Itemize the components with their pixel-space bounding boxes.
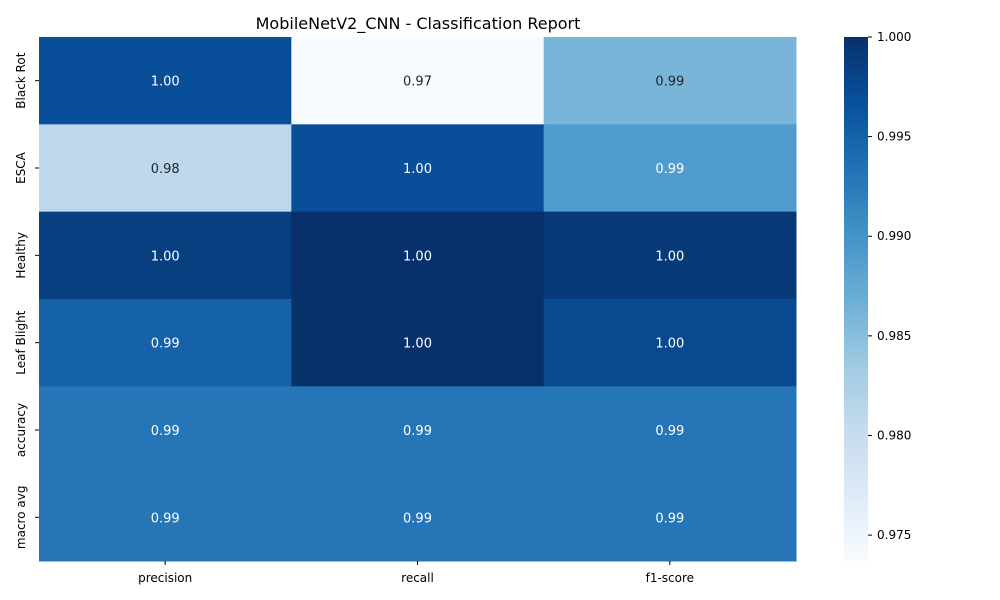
cell-annotation: 0.97 — [403, 75, 432, 90]
cell-annotation: 1.00 — [403, 162, 432, 177]
y-tick-label: Healthy — [14, 232, 28, 279]
cell-annotation: 0.98 — [151, 162, 180, 177]
y-axis: Black Rot ESCA Healthy Leaf Blight accuracy m… — [14, 52, 39, 549]
heatmap-cell — [39, 386, 292, 475]
heatmap-cell — [291, 124, 545, 213]
cell-annotation: 0.99 — [403, 424, 432, 439]
heatmap-cell — [39, 299, 292, 387]
heatmap-cell — [291, 473, 545, 562]
heatmap-cell — [543, 124, 797, 213]
cell-annotation: 0.99 — [151, 511, 180, 526]
cell-annotation: 0.99 — [403, 511, 432, 526]
colorbar-tick-label: 0.995 — [877, 130, 911, 144]
y-tick-label: accuracy — [14, 403, 28, 457]
x-tick-label: precision — [138, 571, 192, 585]
cell-annotation: 1.00 — [151, 249, 180, 264]
colorbar-axis: 0.975 0.980 0.985 0.990 0.995 1.000 — [868, 30, 911, 542]
heatmap-cell — [291, 386, 545, 475]
colorbar-tick-label: 0.990 — [877, 229, 911, 243]
y-tick-label: Black Rot — [14, 52, 28, 108]
x-tick-label: f1-score — [646, 571, 694, 585]
chart-title: MobileNetV2_CNN - Classification Report — [256, 14, 581, 34]
colorbar-tick-label: 0.980 — [877, 428, 911, 442]
y-tick-label: macro avg — [14, 486, 28, 550]
heatmap-cell — [291, 37, 545, 125]
cell-annotation: 0.99 — [655, 75, 684, 90]
heatmap-cell — [291, 211, 545, 300]
heatmap-cell — [39, 211, 292, 300]
cell-annotation: 0.99 — [655, 424, 684, 439]
heatmap-cell — [39, 37, 292, 125]
x-axis: precision recall f1-score — [138, 561, 694, 585]
heatmap-cell — [291, 299, 545, 387]
colorbar-tick-label: 0.975 — [877, 528, 911, 542]
cell-annotation: 0.99 — [151, 424, 180, 439]
heatmap-cell — [543, 211, 797, 300]
cell-annotation: 0.99 — [655, 511, 684, 526]
colorbar-tick-label: 0.985 — [877, 329, 911, 343]
cell-annotation: 0.99 — [151, 337, 180, 352]
heatmap-cell — [39, 473, 292, 562]
cell-annotation: 1.00 — [403, 337, 432, 352]
heatmap-cell — [39, 124, 292, 213]
cell-annotation: 1.00 — [655, 249, 684, 264]
y-tick-label: Leaf Blight — [14, 310, 28, 374]
cell-annotation: 1.00 — [655, 337, 684, 352]
heatmap-annotations: 1.00 0.97 0.99 0.98 1.00 0.99 1.00 1.00 1.00 0.99… — [151, 75, 685, 527]
heatmap-cell — [543, 386, 797, 475]
x-tick-label: recall — [401, 571, 434, 585]
cell-annotation: 1.00 — [403, 249, 432, 264]
heatmap-cell — [543, 473, 797, 562]
colorbar — [844, 37, 868, 561]
colorbar-tick-label: 1.000 — [877, 30, 911, 44]
heatmap-cells — [39, 37, 797, 562]
heatmap-cell — [543, 37, 797, 125]
cell-annotation: 0.99 — [655, 162, 684, 177]
cell-annotation: 1.00 — [151, 75, 180, 90]
heatmap-cell — [543, 299, 797, 387]
y-tick-label: ESCA — [14, 151, 28, 184]
